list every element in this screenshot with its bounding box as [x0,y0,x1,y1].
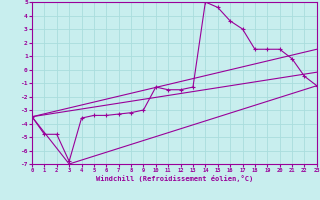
X-axis label: Windchill (Refroidissement éolien,°C): Windchill (Refroidissement éolien,°C) [96,175,253,182]
